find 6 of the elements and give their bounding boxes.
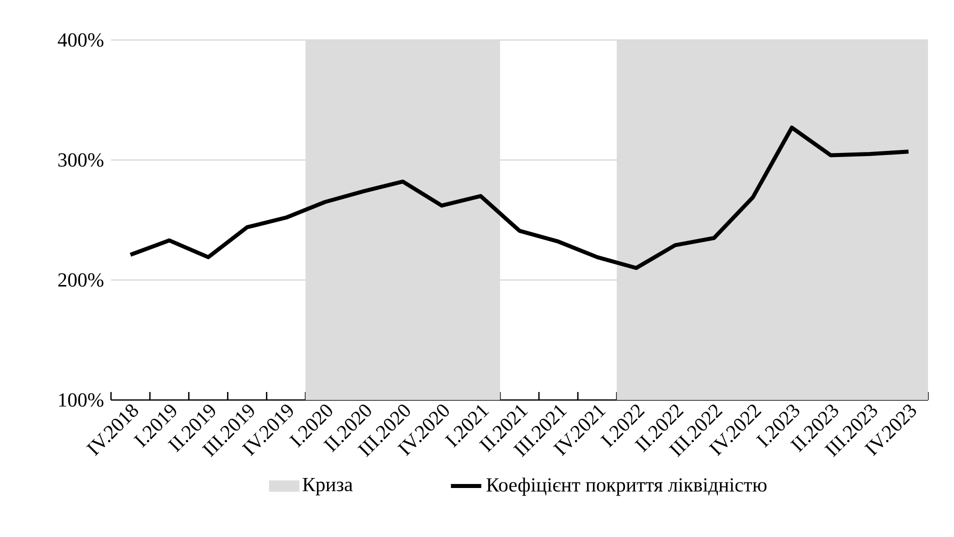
- legend-label: Криза: [302, 478, 353, 496]
- legend-label: Коефіцієнт покриття ліквідністю: [486, 478, 766, 496]
- y-tick-label: 200%: [58, 273, 104, 287]
- line-series: [128, 126, 911, 270]
- y-tick-label: 300%: [58, 153, 104, 167]
- y-tick-label: 400%: [58, 33, 104, 47]
